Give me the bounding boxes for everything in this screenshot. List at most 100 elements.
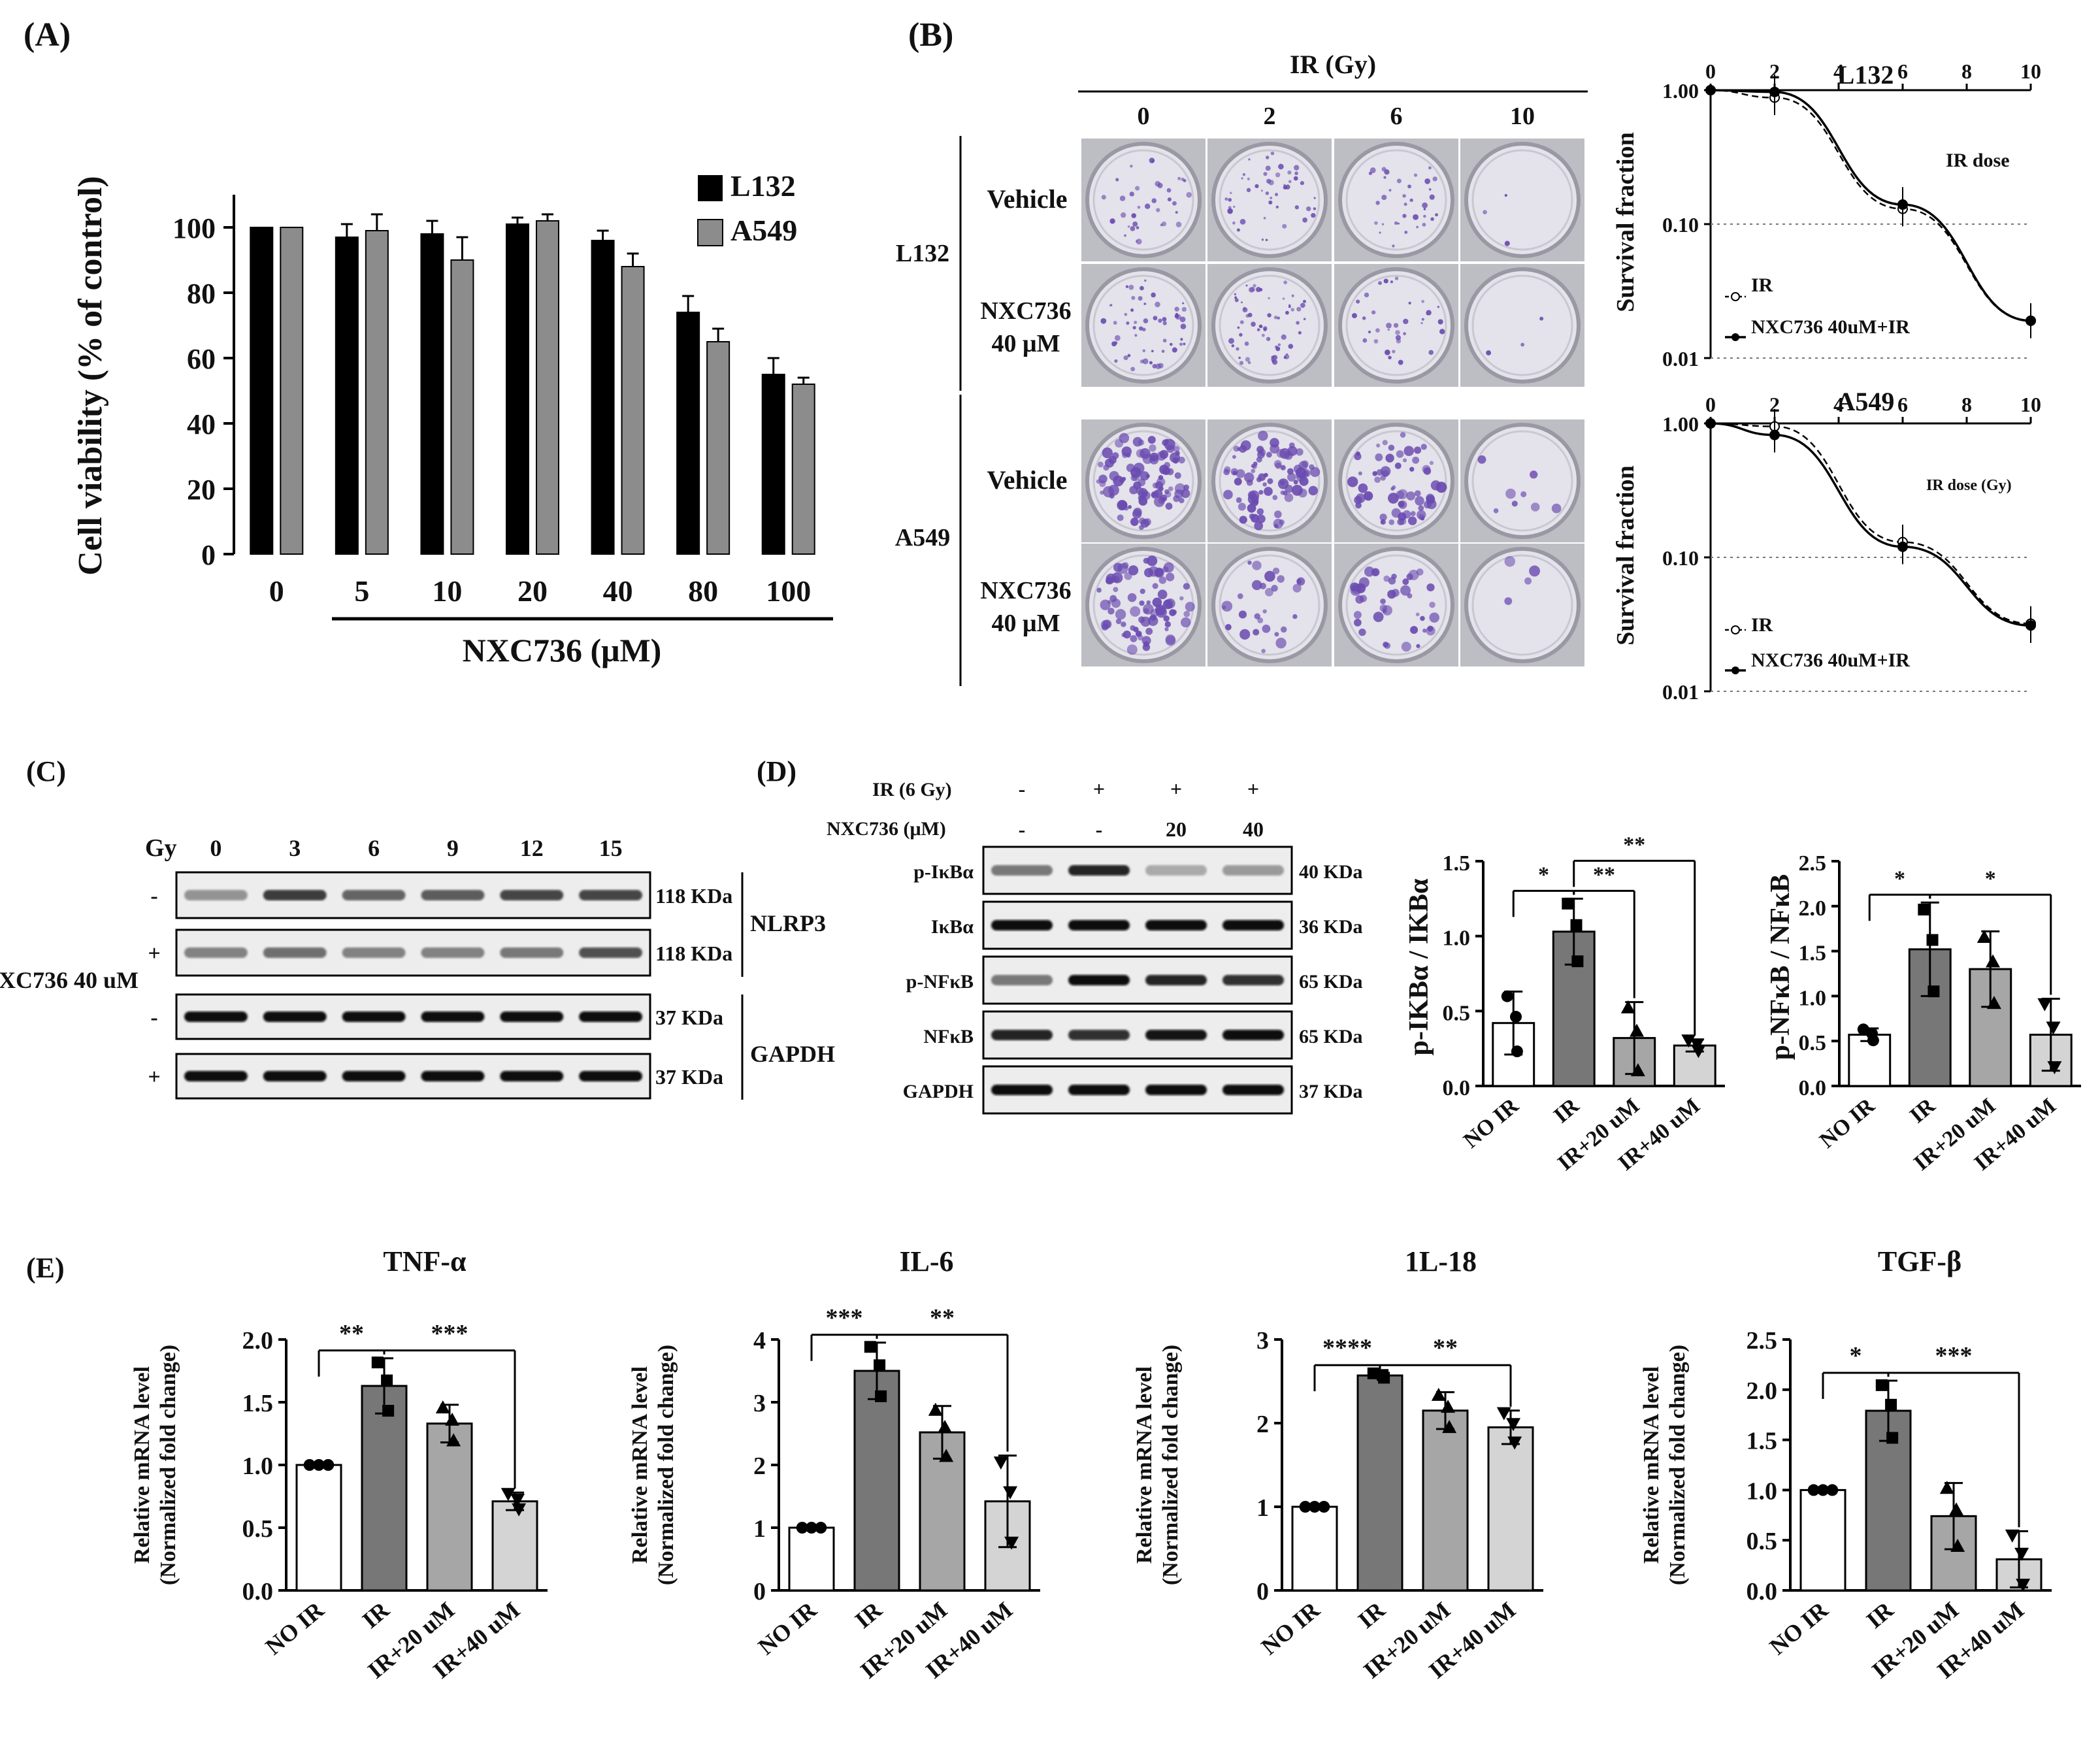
colony [1294, 171, 1298, 176]
colony [1415, 496, 1424, 506]
colony [1251, 580, 1262, 591]
colony [1175, 222, 1182, 227]
y-axis-label: (Normalized fold change) [1158, 1345, 1183, 1585]
replicate-point [2047, 1061, 2062, 1075]
l132-survival-title: L132 [1837, 60, 1894, 90]
colony [1158, 318, 1162, 323]
colony [1396, 178, 1402, 184]
replicate-point [1510, 1011, 1522, 1023]
dose-tick-label: 10 [1510, 103, 1535, 130]
bar-a549-0 [280, 227, 304, 555]
replicate-point [446, 1433, 461, 1447]
colony [1268, 200, 1273, 205]
colony [1408, 301, 1411, 304]
colony [1233, 205, 1236, 208]
significance-stars: * [1985, 866, 1996, 891]
colony [1362, 316, 1366, 320]
survival-x-tick-label: 4 [1833, 393, 1844, 416]
colony [1122, 452, 1128, 459]
colony [1402, 510, 1411, 519]
colony [1268, 297, 1270, 300]
y-tick-label: 2.5 [1799, 851, 1827, 876]
colony [1248, 287, 1255, 293]
colony [1101, 195, 1106, 200]
y-tick-label: 0.5 [242, 1515, 274, 1543]
tgf-title: TGF-β [1878, 1245, 1961, 1277]
colony [1256, 514, 1266, 523]
replicate-point [1441, 1400, 1456, 1413]
colony [1138, 495, 1144, 501]
colony [1102, 447, 1113, 459]
y-tick-label: 2.0 [242, 1327, 274, 1355]
y-tick-label: 1.5 [1799, 942, 1827, 966]
survival-curve-nxc [1710, 422, 2031, 627]
protein-band [342, 947, 406, 958]
colony [1383, 642, 1389, 648]
colony [1313, 197, 1316, 199]
plate-rim [1219, 554, 1321, 656]
colony [1379, 513, 1387, 521]
colony [1142, 327, 1146, 332]
colony [1180, 617, 1191, 628]
y-tick-label: 0.5 [1443, 1001, 1471, 1025]
colony [1162, 338, 1167, 343]
colony [1261, 333, 1265, 337]
colony [1123, 355, 1128, 361]
nxc-row-label: NXC736 (μM) [827, 818, 946, 840]
colony [1409, 198, 1413, 203]
colony [1258, 489, 1264, 495]
colony [1119, 195, 1126, 201]
treatment-row-label: NXC736 [980, 577, 1071, 604]
colony [1300, 303, 1305, 308]
bar-no-ir [1799, 1488, 1846, 1592]
colony [1166, 572, 1175, 582]
colony [1302, 470, 1309, 477]
colony [1281, 334, 1287, 340]
colony [1128, 565, 1139, 576]
colony [1413, 173, 1418, 177]
colony [1234, 296, 1238, 299]
y-tick-label: 0.0 [1443, 1076, 1471, 1100]
x-tick-label: 5 [354, 574, 369, 608]
colony [1151, 292, 1156, 298]
colony [1293, 176, 1298, 181]
colony [1287, 446, 1298, 456]
colony [1380, 520, 1385, 525]
protein-band [421, 1071, 485, 1081]
colony [1413, 214, 1419, 220]
survival-y-tick-label: 0.10 [1662, 546, 1699, 570]
bar-no-ir [788, 1526, 835, 1592]
colony [1136, 240, 1138, 242]
colony [1420, 516, 1425, 521]
replicate-point [500, 1488, 516, 1502]
treatment-sign: + [148, 942, 160, 966]
colony [1410, 511, 1416, 517]
y-tick-label: 1.0 [1443, 927, 1471, 951]
replicate-point [1630, 1063, 1645, 1077]
colony [1302, 217, 1307, 223]
colony [1261, 649, 1266, 653]
a549-legend-ir: IR [1751, 614, 1773, 636]
colony [1382, 440, 1388, 446]
colony [1378, 281, 1383, 286]
survival-y-tick-label: 0.10 [1662, 213, 1699, 237]
survival-y-tick-label: 0.01 [1662, 680, 1699, 704]
a549-legend-nxc: NXC736 40uM+IR [1751, 649, 1910, 671]
panel-label-b: (B) [908, 16, 953, 54]
gapdh-label: GAPDH [750, 1041, 835, 1067]
colony [1100, 318, 1107, 324]
colony [1428, 166, 1432, 170]
replicate-point [1986, 954, 2001, 968]
colony [1115, 618, 1122, 625]
plate-rim [1092, 430, 1194, 532]
protein-band [1145, 1030, 1207, 1040]
colony [1158, 497, 1166, 504]
blot-strip [175, 871, 651, 919]
colony [1403, 318, 1409, 325]
colony [1173, 446, 1180, 453]
colony [1227, 208, 1233, 214]
protein-band [184, 1071, 248, 1081]
colony [1353, 611, 1362, 619]
replicate-point [1875, 1379, 1888, 1391]
bar-ir [361, 1385, 408, 1592]
